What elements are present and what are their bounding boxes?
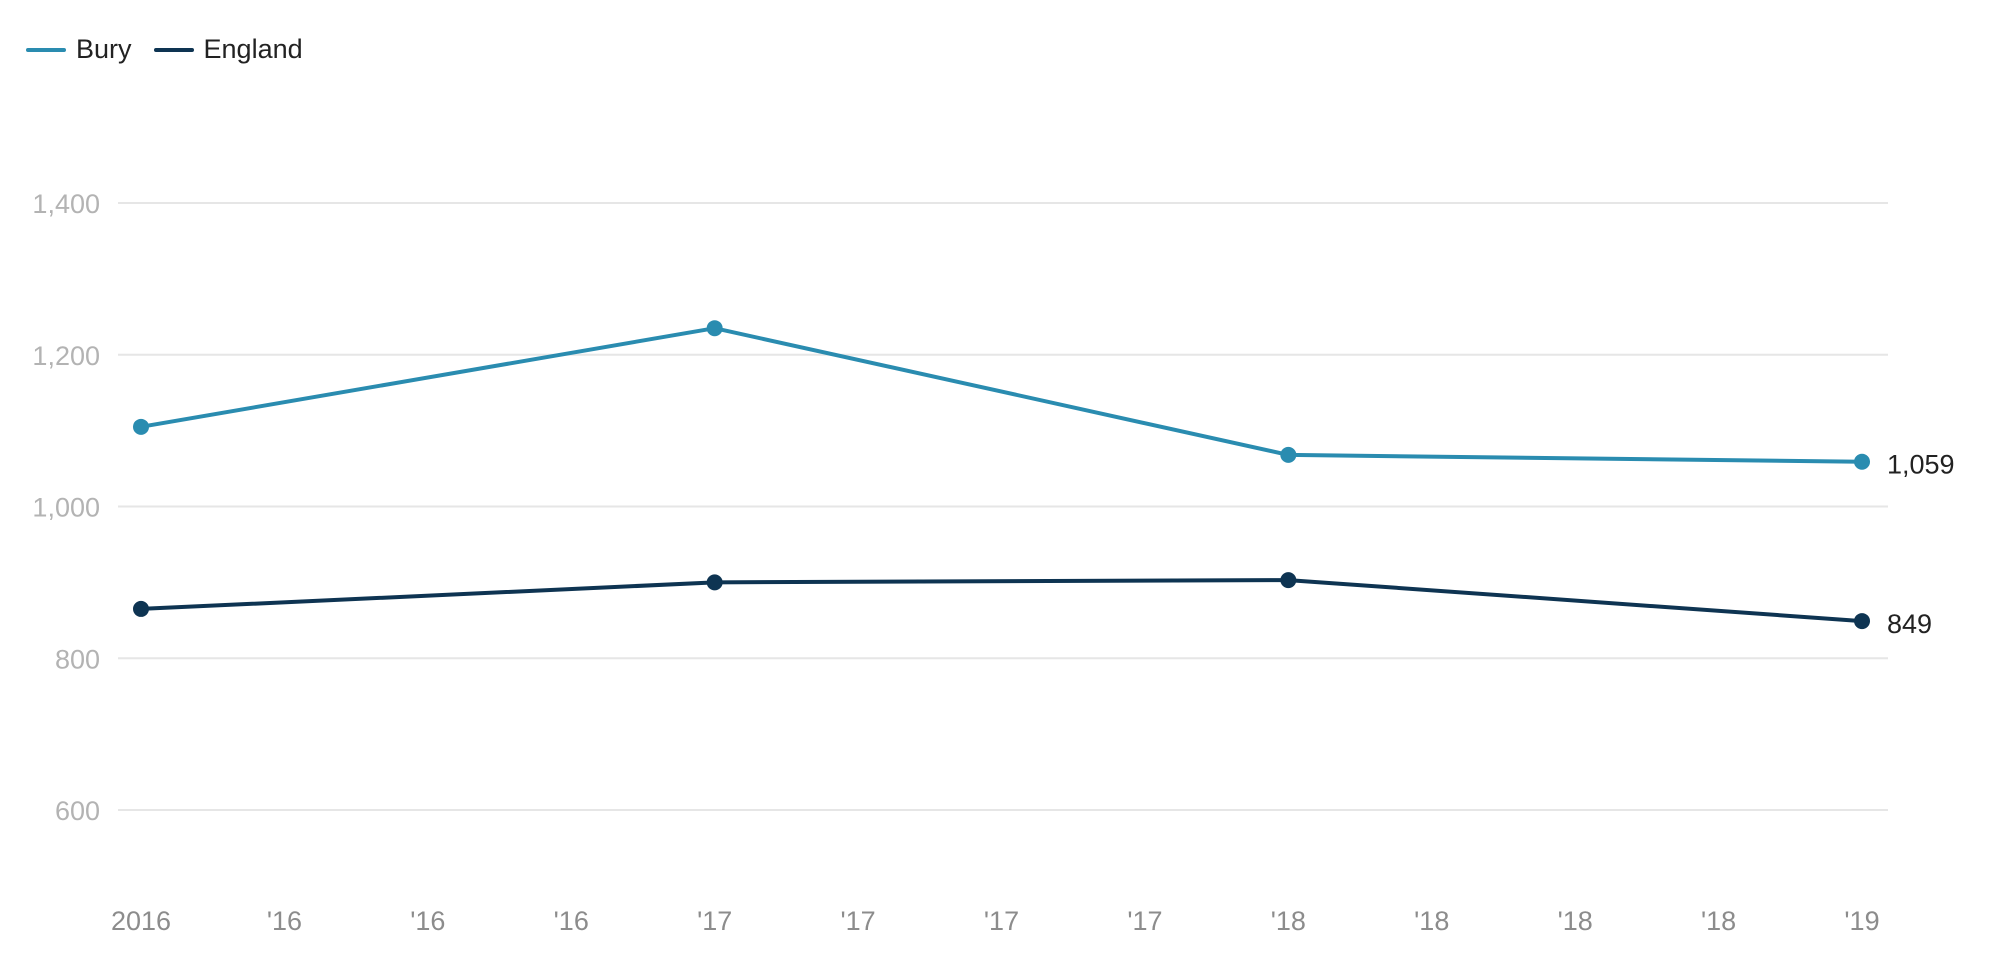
data-point-england[interactable] [1280,572,1297,589]
y-tick-label: 1,000 [32,493,100,523]
data-point-bury[interactable] [706,320,723,337]
x-tick-label: '17 [984,906,1019,936]
end-value-label-bury: 1,059 [1887,450,1955,480]
data-point-bury[interactable] [133,418,149,435]
legend-label-bury: Bury [76,34,132,64]
data-point-bury[interactable] [1280,446,1297,463]
x-tick-label: '17 [1127,906,1162,936]
x-tick-label: '18 [1271,906,1306,936]
x-tick-label: '16 [267,906,302,936]
data-point-england[interactable] [133,600,149,617]
y-tick-label: 800 [55,644,100,674]
y-tick-label: 600 [55,796,100,826]
series-line-bury[interactable] [140,326,1863,464]
x-tick-label: '16 [410,906,445,936]
legend-swatch-england [153,47,194,52]
y-tick-label: 1,400 [32,189,100,219]
legend-swatch-bury [26,47,66,52]
x-tick-label: '17 [697,906,732,936]
x-tick-label: '18 [1558,906,1593,936]
series-line-england[interactable] [140,578,1863,624]
data-point-england[interactable] [1854,613,1870,630]
x-tick-label: 2016 [111,906,171,936]
data-point-england[interactable] [706,574,723,591]
x-tick-label: '17 [840,906,875,936]
x-tick-label: '18 [1414,906,1449,936]
x-tick-label: '19 [1844,906,1879,936]
x-tick-label: '18 [1701,906,1736,936]
chart-legend: Bury England [26,34,303,65]
data-point-bury[interactable] [1854,453,1870,470]
x-tick-label: '16 [554,906,589,936]
legend-item-england[interactable]: England [153,34,303,65]
end-value-label-england: 849 [1887,609,1932,639]
legend-label-england: England [203,34,303,64]
y-tick-label: 1,200 [32,341,100,371]
legend-item-bury[interactable]: Bury [26,34,132,65]
